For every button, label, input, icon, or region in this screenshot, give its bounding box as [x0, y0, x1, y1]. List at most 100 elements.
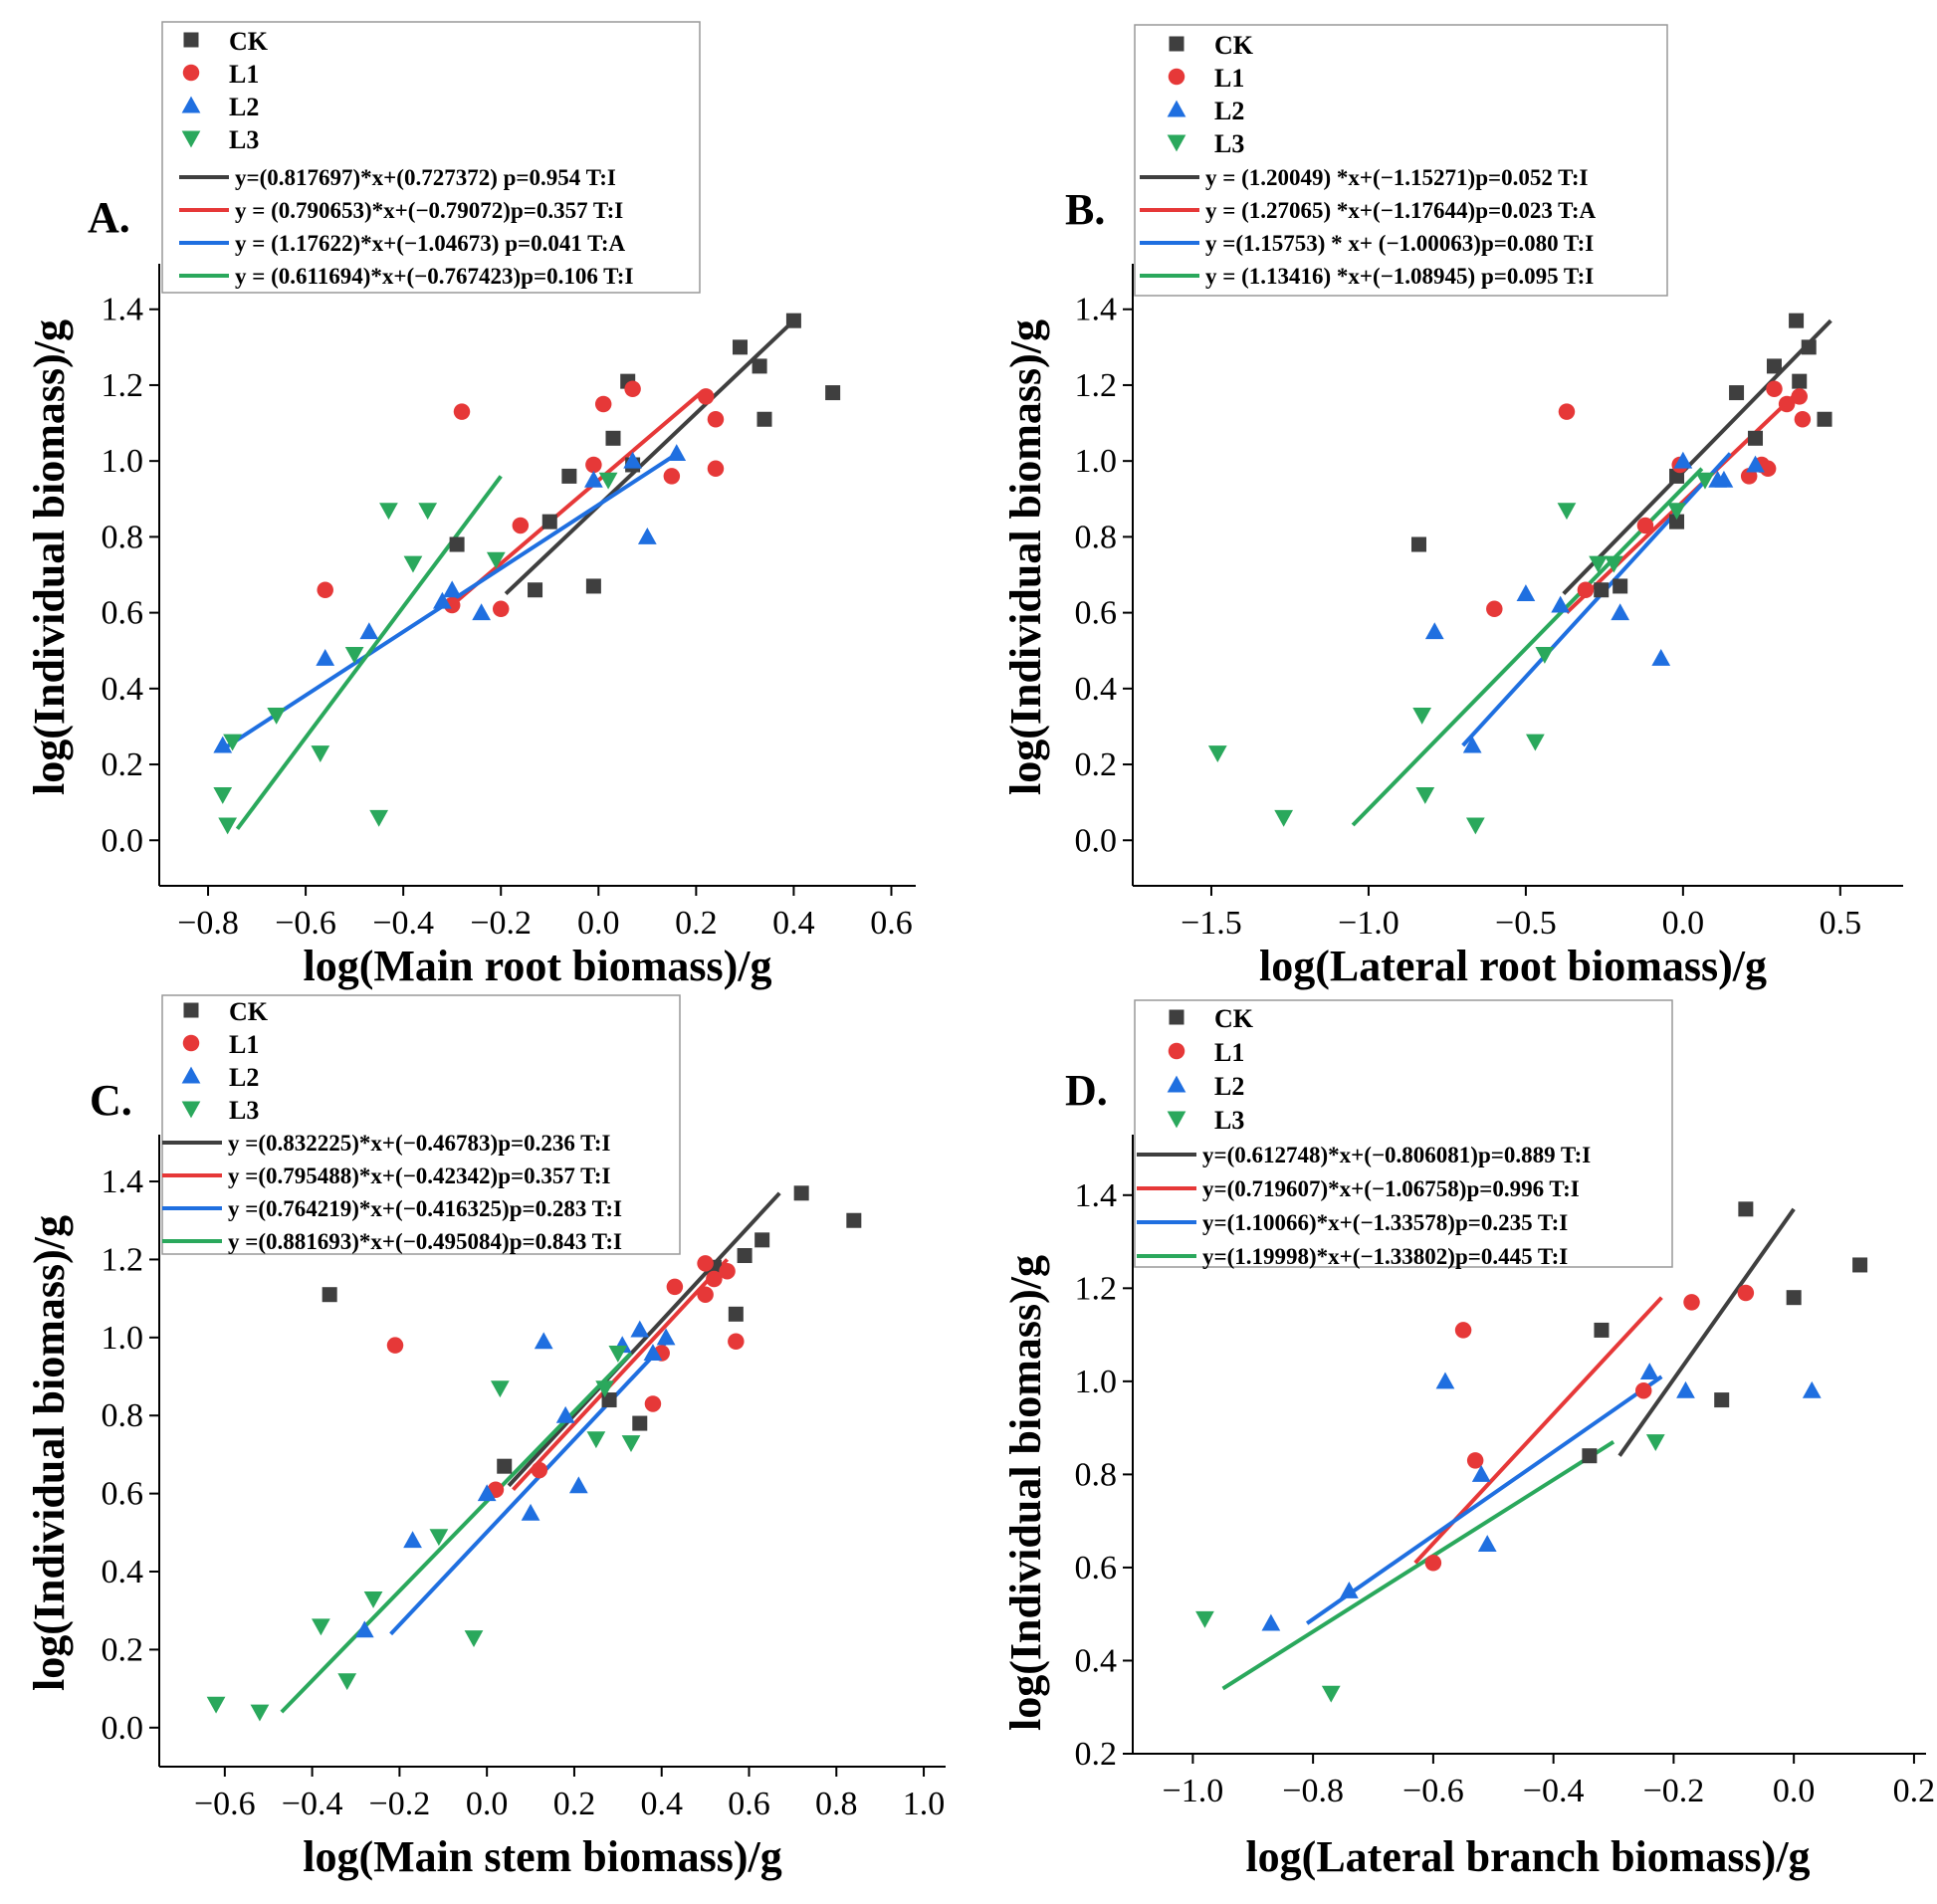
x-tick-label: 0.0 — [466, 1786, 509, 1822]
fit-equation-label: y =(0.795488)*x+(−0.42342)p=0.357 T:I — [228, 1164, 610, 1188]
y-tick-label: 0.2 — [1075, 746, 1118, 783]
data-point-l3 — [1646, 1434, 1665, 1451]
x-tick-label: 0.0 — [1773, 1773, 1816, 1809]
fit-line-l3 — [237, 476, 501, 828]
data-point-ck — [1714, 1392, 1729, 1407]
x-tick-label: 0.6 — [870, 905, 913, 942]
x-tick-label: −0.8 — [177, 905, 239, 942]
y-tick-label: 1.4 — [102, 292, 144, 328]
fit-line-l1 — [452, 393, 701, 605]
data-point-l3 — [1415, 787, 1434, 804]
y-tick-label: 0.6 — [102, 595, 144, 632]
data-point-l1 — [708, 411, 725, 428]
y-tick-label: 1.0 — [102, 443, 144, 480]
data-point-ck — [497, 1459, 512, 1474]
y-tick-label: 0.2 — [1075, 1736, 1118, 1773]
data-point-l1 — [719, 1263, 736, 1280]
data-point-l1 — [1578, 581, 1595, 598]
data-point-l1 — [1738, 1285, 1755, 1302]
data-point-l2 — [472, 603, 491, 620]
data-point-l2 — [1676, 1381, 1695, 1398]
data-point-l1 — [1425, 1555, 1442, 1572]
y-tick-label: 1.0 — [1075, 1364, 1118, 1400]
data-point-ck — [729, 1307, 744, 1322]
data-point-l2 — [630, 1321, 649, 1338]
fit-line-ck — [1564, 320, 1831, 593]
panel-a: A. log(Main root biomass)/g log(Individu… — [25, 22, 916, 990]
panel-label: D. — [1065, 1066, 1108, 1115]
x-tick-label: −0.5 — [1495, 905, 1557, 942]
y-tick-label: 0.4 — [102, 1554, 144, 1590]
data-point-ck — [753, 358, 767, 373]
data-point-l3 — [312, 1618, 330, 1635]
data-point-l1 — [1637, 518, 1654, 534]
fit-equation-label: y=(1.10066)*x+(−1.33578)p=0.235 T:I — [1202, 1210, 1568, 1235]
data-point-l2 — [1436, 1372, 1455, 1388]
data-point-l3 — [465, 1630, 484, 1647]
fit-equation-label: y = (1.27065) *x+(−1.17644)p=0.023 T:A — [1205, 198, 1596, 223]
x-tick-label: 1.0 — [903, 1786, 946, 1822]
legend-marker-ck — [1170, 37, 1184, 52]
data-point-ck — [323, 1287, 337, 1302]
x-tick-label: 0.8 — [815, 1786, 858, 1822]
legend-marker-l1 — [183, 1035, 200, 1052]
data-point-ck — [1738, 1201, 1753, 1216]
y-tick-label: 0.6 — [1075, 1550, 1118, 1587]
data-point-l3 — [207, 1697, 226, 1714]
data-point-ck — [1789, 314, 1804, 328]
y-tick-label: 0.0 — [102, 1710, 144, 1747]
legend-label: L2 — [1214, 1072, 1244, 1101]
data-point-ck — [632, 1416, 647, 1431]
x-tick-label: 0.4 — [640, 1786, 683, 1822]
y-tick-label: 1.2 — [102, 367, 144, 404]
data-point-l3 — [491, 1380, 510, 1397]
data-point-l1 — [454, 403, 471, 420]
x-tick-label: 0.6 — [728, 1786, 770, 1822]
data-point-l3 — [1526, 735, 1545, 751]
fit-equation-label: y=(1.19998)*x+(−1.33802)p=0.445 T:I — [1202, 1244, 1568, 1269]
x-axis-label: log(Main stem biomass)/g — [303, 1832, 782, 1881]
legend-label: L3 — [229, 125, 259, 154]
data-point-l3 — [267, 708, 286, 725]
x-tick-label: −0.6 — [275, 905, 336, 942]
data-point-l3 — [369, 810, 388, 827]
fit-line-l2 — [391, 1338, 671, 1634]
data-point-l2 — [1803, 1381, 1822, 1398]
x-tick-label: 0.5 — [1820, 905, 1862, 942]
y-tick-label: 0.8 — [1075, 519, 1118, 555]
x-axis-label: log(Main root biomass)/g — [304, 942, 772, 990]
legend-label: L3 — [1214, 1106, 1244, 1135]
data-point-l1 — [317, 581, 333, 598]
x-tick-label: −0.2 — [369, 1786, 431, 1822]
fit-equation-label: y =(0.881693)*x+(−0.495084)p=0.843 T:I — [228, 1229, 622, 1254]
data-point-l3 — [1195, 1611, 1214, 1628]
y-tick-label: 0.2 — [102, 746, 144, 783]
data-point-l1 — [493, 601, 510, 618]
data-point-ck — [1729, 385, 1744, 400]
x-tick-label: 0.2 — [1893, 1773, 1936, 1809]
x-tick-label: 0.2 — [553, 1786, 596, 1822]
data-point-ck — [786, 314, 801, 328]
data-point-l2 — [1611, 603, 1629, 620]
figure: A. log(Main root biomass)/g log(Individu… — [0, 0, 1937, 1904]
data-point-l1 — [698, 388, 715, 405]
y-axis-label: log(Individual biomass)/g — [25, 319, 74, 795]
x-tick-label: −0.2 — [470, 905, 532, 942]
data-point-l3 — [1274, 810, 1293, 827]
legend-marker-ck — [184, 1003, 199, 1018]
data-point-ck — [1802, 339, 1817, 354]
legend-label: CK — [229, 27, 269, 56]
data-point-l1 — [1795, 411, 1812, 428]
data-point-ck — [1594, 582, 1609, 597]
legend-marker-l1 — [1169, 1043, 1185, 1060]
y-tick-label: 0.0 — [1075, 822, 1118, 859]
data-point-l1 — [664, 468, 681, 485]
data-point-l2 — [1640, 1363, 1659, 1379]
fit-equation-label: y =(0.832225)*x+(−0.46783)p=0.236 T:I — [228, 1131, 610, 1156]
legend-label: L1 — [229, 1030, 259, 1059]
x-tick-label: −0.8 — [1282, 1773, 1344, 1809]
y-axis-label: log(Individual biomass)/g — [25, 1215, 74, 1691]
fit-equation-label: y = (0.790653)*x+(−0.79072)p=0.357 T:I — [235, 198, 623, 223]
data-point-ck — [450, 537, 465, 552]
data-point-ck — [606, 431, 621, 446]
